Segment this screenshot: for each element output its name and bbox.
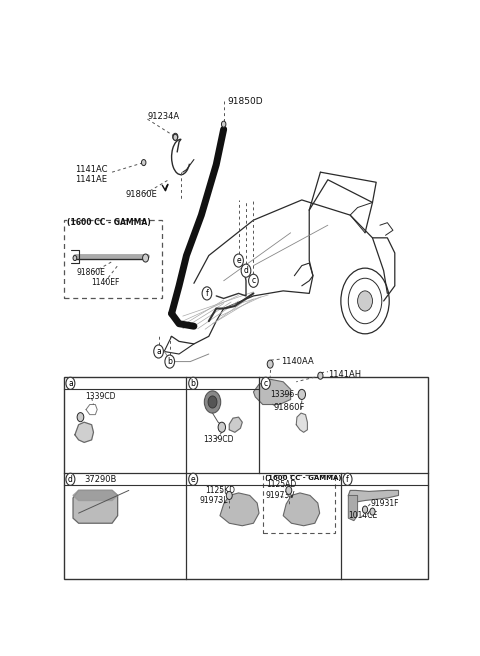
Polygon shape (220, 493, 259, 525)
Polygon shape (75, 422, 94, 442)
Text: a: a (156, 347, 161, 356)
Text: (1600 CC - GAMMA): (1600 CC - GAMMA) (264, 475, 341, 481)
Text: 91931F: 91931F (371, 499, 399, 508)
Text: 91850D: 91850D (228, 97, 263, 106)
Text: 1141AC: 1141AC (75, 165, 108, 174)
Circle shape (204, 391, 221, 413)
Text: 13396: 13396 (270, 390, 294, 399)
Text: 91234A: 91234A (147, 112, 180, 121)
Circle shape (73, 255, 77, 260)
Circle shape (261, 377, 270, 390)
Polygon shape (296, 413, 307, 432)
Circle shape (234, 254, 243, 267)
Circle shape (358, 291, 372, 311)
Circle shape (318, 372, 323, 379)
Text: 91860E: 91860E (77, 268, 106, 277)
Circle shape (208, 396, 217, 408)
Circle shape (221, 121, 226, 127)
Text: 1141AE: 1141AE (75, 175, 107, 184)
Circle shape (370, 508, 375, 515)
Circle shape (189, 377, 198, 390)
Text: 1125KD: 1125KD (205, 486, 235, 495)
Circle shape (241, 264, 251, 277)
Circle shape (218, 422, 226, 432)
Bar (64, 377, 428, 579)
Text: f: f (205, 289, 208, 298)
Polygon shape (73, 491, 118, 501)
Circle shape (173, 134, 178, 140)
Circle shape (165, 355, 175, 368)
Text: 1014CE: 1014CE (348, 511, 378, 520)
Polygon shape (73, 491, 118, 523)
Text: 37290B: 37290B (84, 475, 117, 483)
Text: 91860F: 91860F (274, 403, 305, 411)
Text: 91973L: 91973L (200, 496, 228, 505)
Circle shape (173, 133, 178, 140)
Text: f: f (346, 475, 349, 483)
Circle shape (226, 491, 232, 499)
Circle shape (202, 287, 212, 300)
Text: e: e (236, 256, 241, 265)
Text: d: d (68, 475, 73, 483)
Text: b: b (191, 379, 196, 388)
Polygon shape (253, 379, 290, 405)
Circle shape (66, 473, 75, 485)
Circle shape (298, 390, 306, 400)
Circle shape (77, 413, 84, 422)
Text: b: b (168, 357, 172, 366)
Text: 91860E: 91860E (125, 190, 157, 199)
Text: 1339CD: 1339CD (203, 436, 234, 444)
Text: 1339CD: 1339CD (85, 392, 116, 401)
Text: d: d (243, 266, 249, 275)
Circle shape (286, 486, 292, 495)
Text: 1140EF: 1140EF (92, 278, 120, 287)
Text: 1140AA: 1140AA (281, 357, 314, 366)
Circle shape (66, 377, 75, 390)
Text: e: e (191, 475, 195, 483)
Circle shape (362, 506, 368, 513)
Text: 1125AD: 1125AD (266, 480, 297, 489)
Polygon shape (348, 495, 358, 521)
Text: 1141AH: 1141AH (328, 370, 361, 379)
Text: a: a (68, 379, 73, 388)
Circle shape (142, 159, 146, 165)
Circle shape (343, 473, 352, 485)
Polygon shape (229, 417, 242, 432)
Polygon shape (348, 491, 398, 503)
Text: c: c (264, 379, 268, 388)
Polygon shape (283, 493, 320, 525)
Circle shape (249, 274, 258, 287)
Circle shape (189, 473, 198, 485)
Text: c: c (252, 276, 255, 285)
Circle shape (154, 345, 163, 358)
Text: (1600 CC - GAMMA): (1600 CC - GAMMA) (67, 218, 151, 227)
Circle shape (267, 360, 273, 368)
Circle shape (143, 254, 148, 262)
Text: 91973V: 91973V (265, 491, 295, 500)
